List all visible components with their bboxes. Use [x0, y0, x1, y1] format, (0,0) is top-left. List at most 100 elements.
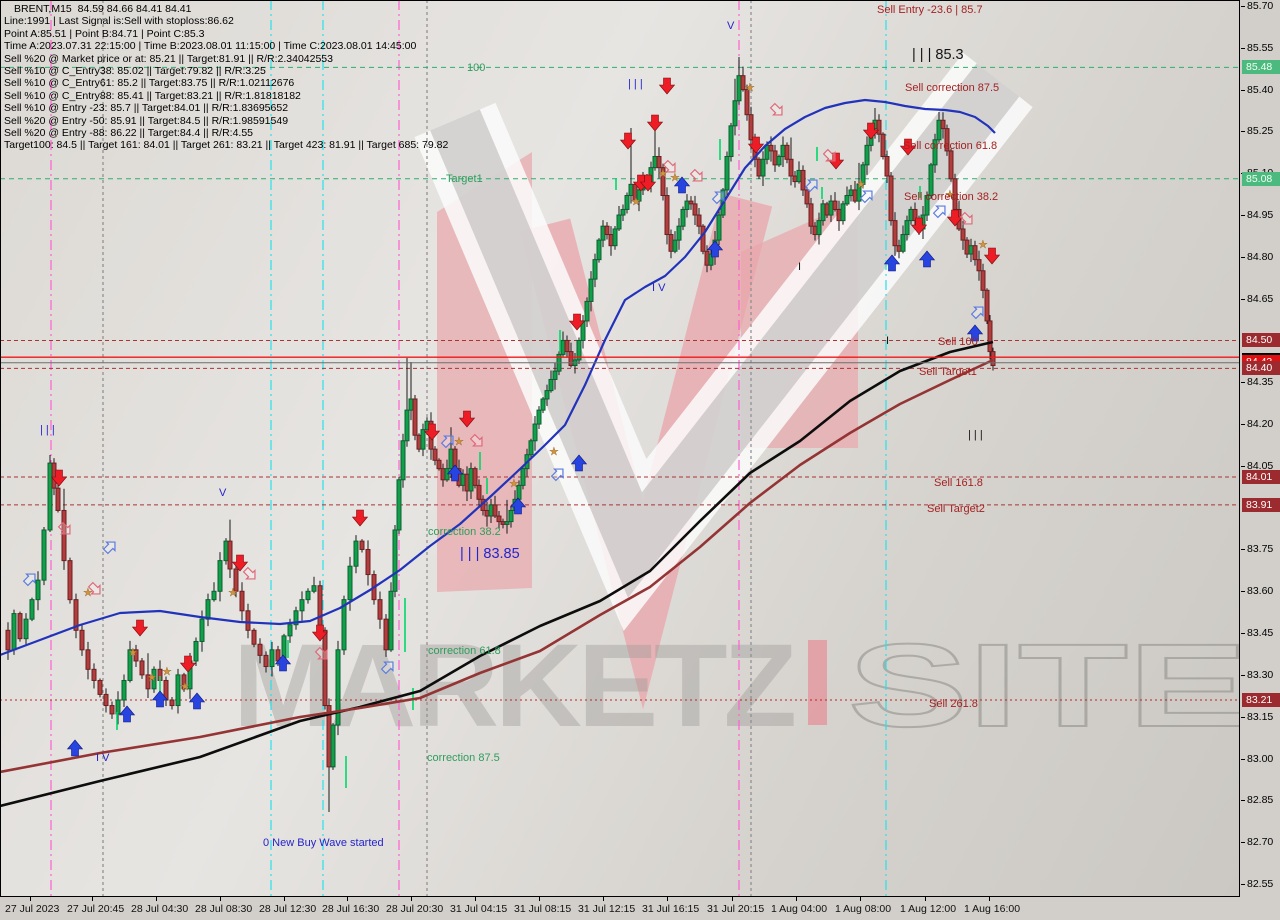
sell-arrow-icon [747, 136, 765, 154]
sell-arrow-icon [351, 509, 369, 527]
price-axis[interactable]: 85.7085.5585.4085.2585.1084.9584.8084.65… [1241, 0, 1280, 897]
sell-arrow-icon [946, 209, 964, 227]
y-tick-mark [1241, 674, 1245, 676]
star-marker-icon: ★ [83, 587, 93, 599]
star-marker-icon: ★ [631, 196, 641, 208]
star-marker-icon: ★ [745, 82, 755, 94]
star-marker-icon: ★ [945, 189, 955, 201]
price-badge: 84.50 [1242, 333, 1280, 348]
hollow-down-arrow-icon [242, 566, 256, 580]
plot-border [0, 0, 1240, 897]
star-marker-icon: ★ [162, 666, 172, 678]
price-chart-canvas[interactable]: MARKETZ SITE★★★ ★★★★★★★★ ★★★★★ [0, 0, 1240, 897]
x-tick-mark [796, 897, 797, 901]
info-line: Sell %20 @ Entry -88: 86.22 || Target:84… [4, 127, 254, 140]
sell-arrow-icon [458, 410, 476, 428]
x-tick-mark [220, 897, 221, 901]
y-tick-mark [1241, 800, 1245, 802]
hollow-up-arrow-icon [859, 190, 873, 204]
sell-arrow-icon [50, 469, 68, 487]
x-tick-mark [92, 897, 93, 901]
y-tick-mark [1241, 89, 1245, 91]
sell-arrow-icon [646, 114, 664, 132]
y-axis-label: 85.55 [1247, 41, 1274, 54]
signal-info-panel: BRENT,M15 84.59 84.66 84.41 84.41 Line:19… [4, 3, 448, 152]
x-tick-mark [475, 897, 476, 901]
x-axis-label: 1 Aug 12:00 [900, 903, 957, 915]
x-tick-mark [667, 897, 668, 901]
x-tick-mark [30, 897, 31, 901]
y-axis-label: 83.60 [1247, 585, 1274, 598]
candles-layer [5, 57, 996, 812]
y-axis-label: 85.25 [1247, 125, 1274, 138]
x-axis-label: 31 Jul 12:15 [578, 903, 636, 915]
x-tick-mark [156, 897, 157, 901]
hollow-up-arrow-icon [932, 205, 946, 219]
hollow-down-arrow-icon [314, 646, 328, 660]
x-axis-label: 28 Jul 16:30 [322, 903, 380, 915]
star-marker-icon: ★ [147, 672, 157, 684]
buy-arrow-icon [966, 324, 984, 342]
x-axis-label: 31 Jul 08:15 [514, 903, 572, 915]
price-badge: 85.08 [1242, 171, 1280, 186]
sell-arrow-icon [131, 619, 149, 637]
hollow-down-arrow-icon [57, 521, 71, 535]
star-marker-icon: ★ [978, 239, 988, 251]
hollow-up-arrow-icon [804, 179, 818, 193]
x-tick-mark [284, 897, 285, 901]
hollow-up-arrow-icon [22, 573, 36, 587]
sell-arrow-icon [423, 423, 441, 441]
star-marker-icon: ★ [658, 168, 668, 180]
info-line: BRENT,M15 84.59 84.66 84.41 84.41 [14, 3, 192, 15]
y-tick-mark [1241, 298, 1245, 300]
y-tick-mark [1241, 549, 1245, 551]
x-axis-label: 31 Jul 20:15 [707, 903, 765, 915]
x-axis-label: 28 Jul 12:30 [259, 903, 317, 915]
price-badge: 83.21 [1242, 692, 1280, 707]
price-badge: 84.01 [1242, 470, 1280, 484]
x-axis-label: 27 Jul 2023 [5, 903, 60, 915]
time-axis[interactable]: 27 Jul 2023 27 Jul 20:45 28 Jul 04:30 28 Ju… [0, 897, 1280, 920]
sell-arrow-icon [568, 313, 586, 331]
x-axis-label: 1 Aug 04:00 [771, 903, 828, 915]
buy-arrow-icon [446, 464, 464, 482]
x-axis-label: 31 Jul 04:15 [450, 903, 508, 915]
info-line: Line:1991 | Last Signal is:Sell with sto… [4, 15, 234, 28]
hollow-up-arrow-icon [711, 191, 725, 205]
x-axis-label: 27 Jul 20:45 [67, 903, 125, 915]
hollow-up-arrow-icon [550, 468, 564, 482]
y-axis-label: 84.35 [1247, 376, 1274, 389]
info-line: Sell %10 @ Entry -23: 85.7 || Target:84.… [4, 102, 289, 115]
x-axis-label: 28 Jul 04:30 [131, 903, 189, 915]
x-tick-mark [603, 897, 604, 901]
info-line: Sell %10 @ C_Entry38: 85.02 || Target:79… [4, 65, 266, 78]
x-tick-mark [925, 897, 926, 901]
sell-arrow-icon [899, 138, 917, 156]
y-tick-mark [1241, 633, 1245, 635]
y-axis-label: 82.85 [1247, 794, 1274, 807]
star-marker-icon: ★ [670, 172, 680, 184]
info-line: Sell %10 @ C_Entry61: 85.2 || Target:83.… [4, 77, 295, 90]
x-axis-label: 1 Aug 16:00 [964, 903, 1021, 915]
y-axis-label: 82.70 [1247, 836, 1274, 849]
info-line: Sell %20 @ Entry -50: 85.91 || Target:84… [4, 114, 289, 127]
buy-arrow-icon [66, 739, 84, 757]
x-tick-mark [539, 897, 540, 901]
hollow-down-arrow-icon [662, 159, 676, 173]
info-line: Point A:85.51 | Point B:84.71 | Point C:… [4, 27, 205, 40]
sell-arrow-icon [658, 77, 676, 95]
y-axis-label: 83.45 [1247, 627, 1274, 640]
y-axis-label: 83.00 [1247, 752, 1274, 765]
y-tick-mark [1241, 256, 1245, 258]
star-marker-icon: ★ [856, 179, 866, 191]
y-axis-label: 84.80 [1247, 250, 1274, 263]
level-lines-layer [0, 66, 1240, 701]
buy-arrow-icon [274, 654, 292, 672]
buy-arrow-icon [118, 705, 136, 723]
hollow-up-arrow-icon [380, 661, 394, 675]
y-tick-mark [1241, 131, 1245, 133]
y-axis-label: 85.70 [1247, 0, 1274, 12]
sell-arrow-icon [862, 122, 880, 140]
x-axis-label: 28 Jul 08:30 [195, 903, 253, 915]
watermark-accent-bar [808, 640, 827, 725]
